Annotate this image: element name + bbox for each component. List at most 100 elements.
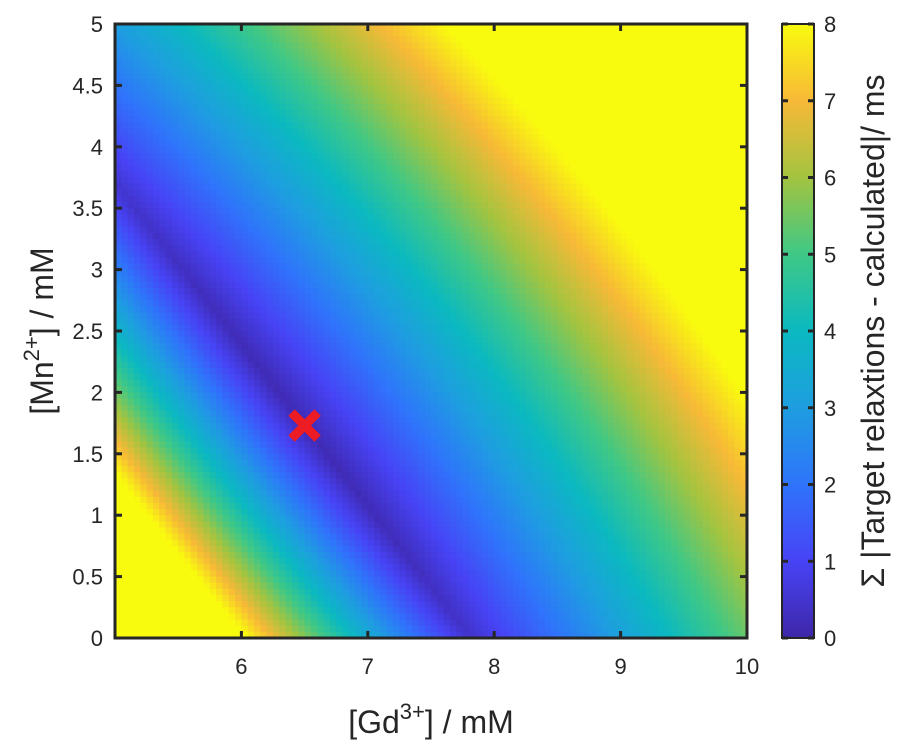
heatmap-cell: [683, 220, 691, 228]
heatmap-cell: [664, 251, 672, 258]
heatmap-cell: [734, 232, 742, 240]
heatmap-cell: [671, 195, 679, 203]
heatmap-cell: [607, 60, 615, 68]
heatmap-cell: [437, 208, 445, 215]
heatmap-cell: [519, 48, 527, 56]
heatmap-cell: [513, 294, 521, 301]
heatmap-cell: [235, 122, 242, 129]
heatmap-cell: [209, 294, 217, 301]
heatmap-cell: [639, 159, 647, 166]
heatmap-cell: [247, 300, 255, 308]
heatmap-cell: [709, 97, 716, 105]
heatmap-cell: [254, 48, 261, 56]
heatmap-cell: [563, 318, 571, 326]
heatmap-cell: [500, 79, 508, 86]
heatmap-cell: [683, 202, 691, 209]
heatmap-cell: [614, 226, 622, 234]
heatmap-cell: [361, 214, 369, 222]
heatmap-cell: [513, 103, 521, 111]
heatmap-cell: [607, 159, 615, 166]
heatmap-cell: [582, 294, 590, 301]
heatmap-cell: [525, 183, 533, 191]
heatmap-cell: [133, 146, 141, 154]
heatmap-cell: [702, 300, 710, 308]
heatmap-cell: [133, 183, 141, 191]
heatmap-cell: [178, 24, 186, 31]
heatmap-cell: [589, 36, 596, 44]
heatmap-cell: [607, 146, 615, 154]
heatmap-cell: [291, 275, 299, 283]
heatmap-cell: [260, 208, 268, 215]
heatmap-cell: [393, 146, 400, 154]
heatmap-cell: [247, 159, 255, 166]
heatmap-cell: [614, 30, 622, 37]
heatmap-cell: [178, 269, 186, 277]
heatmap-cell: [190, 24, 198, 31]
heatmap-cell: [551, 85, 558, 93]
heatmap-cell: [405, 177, 413, 185]
heatmap-cell: [222, 318, 230, 326]
heatmap-cell: [317, 73, 325, 80]
heatmap-cell: [260, 140, 268, 148]
heatmap-cell: [449, 48, 457, 56]
heatmap-cell: [544, 128, 552, 136]
heatmap-cell: [582, 66, 590, 74]
heatmap-cell: [159, 91, 167, 99]
heatmap-cell: [677, 122, 685, 129]
heatmap-cell: [304, 171, 312, 179]
heatmap-cell: [570, 60, 577, 68]
heatmap-cell: [336, 189, 344, 197]
heatmap-cell: [203, 312, 211, 320]
heatmap-cell: [184, 226, 192, 234]
heatmap-cell: [412, 128, 419, 136]
heatmap-cell: [291, 288, 299, 295]
heatmap-cell: [127, 128, 135, 136]
heatmap-cell: [184, 202, 192, 209]
heatmap-cell: [456, 171, 464, 179]
heatmap-cell: [133, 208, 141, 215]
heatmap-cell: [374, 140, 382, 148]
heatmap-cell: [203, 220, 211, 228]
heatmap-cell: [601, 30, 609, 37]
heatmap-cell: [595, 91, 603, 99]
heatmap-cell: [652, 97, 660, 105]
heatmap-cell: [677, 165, 685, 172]
heatmap-cell: [709, 251, 716, 258]
heatmap-cell: [418, 36, 426, 44]
heatmap-cell: [127, 66, 135, 74]
heatmap-cell: [273, 251, 280, 258]
heatmap-cell: [683, 177, 691, 185]
heatmap-cell: [443, 122, 451, 129]
heatmap-cell: [121, 152, 129, 160]
heatmap-cell: [456, 214, 464, 222]
heatmap-cell: [222, 24, 230, 31]
heatmap-cell: [254, 324, 261, 332]
heatmap-cell: [626, 128, 634, 136]
heatmap-cell: [133, 281, 141, 289]
heatmap-cell: [121, 195, 129, 203]
heatmap-cell: [487, 220, 495, 228]
heatmap-cell: [671, 269, 679, 277]
heatmap-cell: [626, 288, 634, 295]
heatmap-cell: [159, 66, 167, 74]
heatmap-cell: [431, 177, 438, 185]
heatmap-cell: [380, 91, 388, 99]
heatmap-cell: [336, 128, 344, 136]
heatmap-cell: [645, 189, 653, 197]
heatmap-cell: [235, 48, 242, 56]
heatmap-cell: [298, 171, 306, 179]
heatmap-cell: [418, 66, 426, 74]
heatmap-cell: [576, 42, 584, 50]
heatmap-cell: [235, 306, 242, 314]
heatmap-cell: [551, 195, 558, 203]
heatmap-cell: [690, 189, 698, 197]
heatmap-cell: [247, 312, 255, 320]
heatmap-cell: [494, 91, 502, 99]
heatmap-cell: [418, 109, 426, 117]
heatmap-cell: [431, 306, 438, 314]
heatmap-cell: [671, 60, 679, 68]
heatmap-cell: [348, 146, 356, 154]
heatmap-cell: [235, 152, 242, 160]
heatmap-cell: [323, 281, 331, 289]
heatmap-cell: [519, 171, 527, 179]
